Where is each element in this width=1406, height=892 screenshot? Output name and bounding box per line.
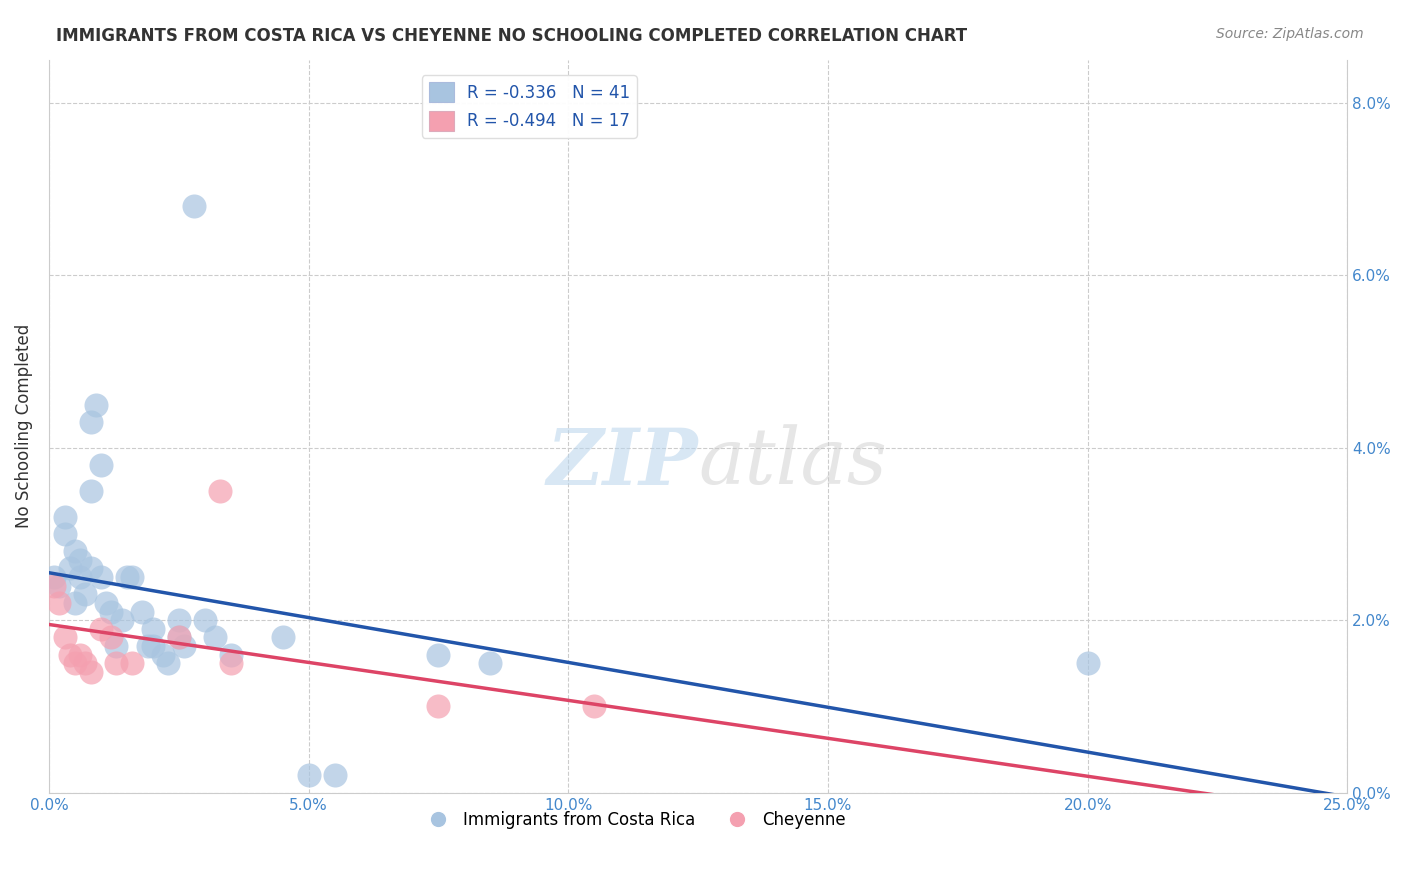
Point	[59, 648, 82, 662]
Point	[167, 631, 190, 645]
Point	[48, 579, 70, 593]
Point	[111, 613, 134, 627]
Point	[105, 639, 128, 653]
Point	[100, 605, 122, 619]
Point	[53, 509, 76, 524]
Point	[48, 596, 70, 610]
Point	[131, 605, 153, 619]
Point	[63, 544, 86, 558]
Point	[63, 596, 86, 610]
Point	[105, 657, 128, 671]
Point	[100, 631, 122, 645]
Point	[183, 199, 205, 213]
Point	[75, 657, 97, 671]
Point	[427, 648, 450, 662]
Point	[79, 665, 101, 679]
Point	[44, 579, 66, 593]
Point	[53, 527, 76, 541]
Point	[583, 699, 606, 714]
Point	[59, 561, 82, 575]
Point	[194, 613, 217, 627]
Legend: Immigrants from Costa Rica, Cheyenne: Immigrants from Costa Rica, Cheyenne	[415, 805, 852, 836]
Point	[121, 657, 143, 671]
Point	[84, 398, 107, 412]
Text: IMMIGRANTS FROM COSTA RICA VS CHEYENNE NO SCHOOLING COMPLETED CORRELATION CHART: IMMIGRANTS FROM COSTA RICA VS CHEYENNE N…	[56, 27, 967, 45]
Point	[167, 631, 190, 645]
Point	[79, 561, 101, 575]
Text: atlas: atlas	[699, 425, 887, 501]
Point	[1077, 657, 1099, 671]
Point	[69, 570, 91, 584]
Point	[79, 483, 101, 498]
Point	[167, 613, 190, 627]
Point	[90, 458, 112, 472]
Point	[75, 587, 97, 601]
Point	[69, 553, 91, 567]
Point	[298, 768, 321, 782]
Point	[53, 631, 76, 645]
Point	[157, 657, 180, 671]
Point	[219, 648, 242, 662]
Text: ZIP: ZIP	[547, 425, 699, 501]
Y-axis label: No Schooling Completed: No Schooling Completed	[15, 324, 32, 528]
Point	[115, 570, 138, 584]
Point	[69, 648, 91, 662]
Point	[427, 699, 450, 714]
Point	[219, 657, 242, 671]
Point	[271, 631, 294, 645]
Point	[479, 657, 502, 671]
Point	[142, 622, 165, 636]
Point	[90, 570, 112, 584]
Point	[142, 639, 165, 653]
Text: Source: ZipAtlas.com: Source: ZipAtlas.com	[1216, 27, 1364, 41]
Point	[90, 622, 112, 636]
Point	[136, 639, 159, 653]
Point	[79, 415, 101, 429]
Point	[63, 657, 86, 671]
Point	[44, 570, 66, 584]
Point	[209, 483, 232, 498]
Point	[121, 570, 143, 584]
Point	[152, 648, 174, 662]
Point	[204, 631, 226, 645]
Point	[173, 639, 195, 653]
Point	[323, 768, 346, 782]
Point	[94, 596, 117, 610]
